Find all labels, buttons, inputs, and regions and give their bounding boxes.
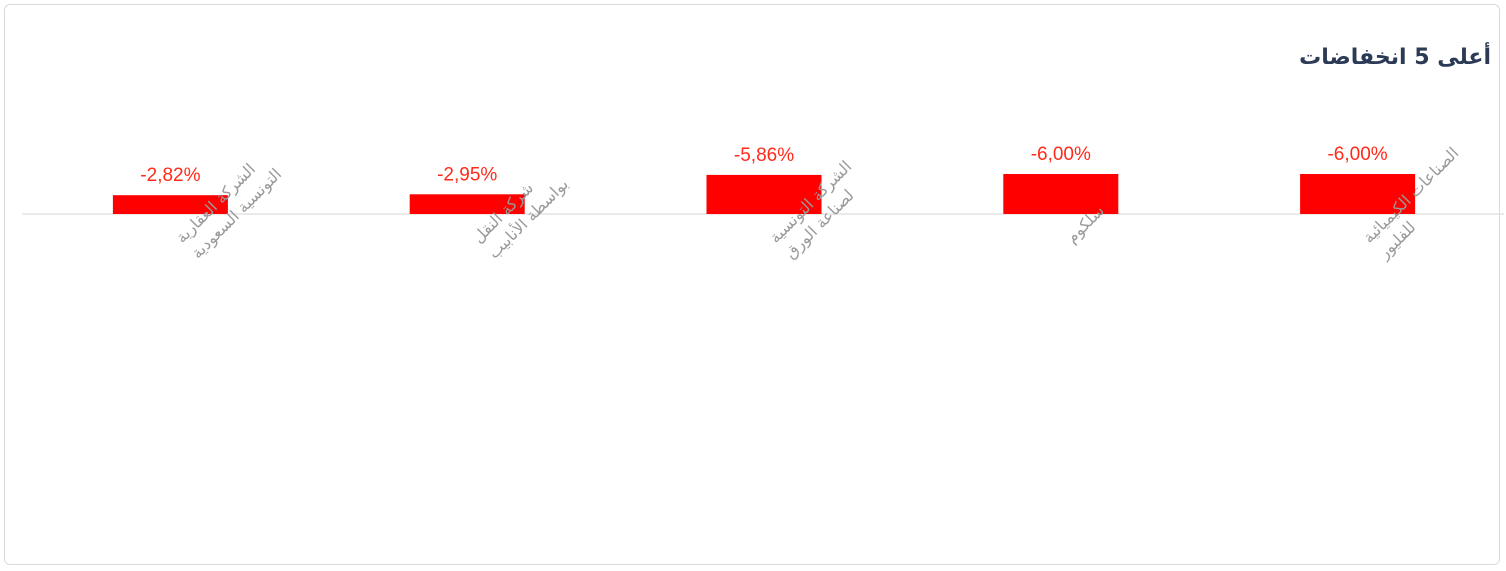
bar-1[interactable] bbox=[112, 195, 228, 214]
value-label-2: -2,95% bbox=[437, 164, 497, 185]
value-label-5: -6,00% bbox=[1327, 144, 1387, 165]
value-label-3: -5,86% bbox=[734, 145, 794, 166]
chart-card: أعلى 5 انخفاضات bbox=[4, 4, 1500, 565]
chart-title: أعلى 5 انخفاضات bbox=[1299, 45, 1491, 70]
bar-5[interactable] bbox=[1300, 174, 1416, 214]
value-label-1: -2,82% bbox=[140, 165, 200, 186]
bar-2[interactable] bbox=[409, 194, 525, 214]
bar-4[interactable] bbox=[1003, 174, 1119, 214]
value-label-4: -6,00% bbox=[1031, 144, 1091, 165]
bar-3[interactable] bbox=[706, 174, 822, 214]
